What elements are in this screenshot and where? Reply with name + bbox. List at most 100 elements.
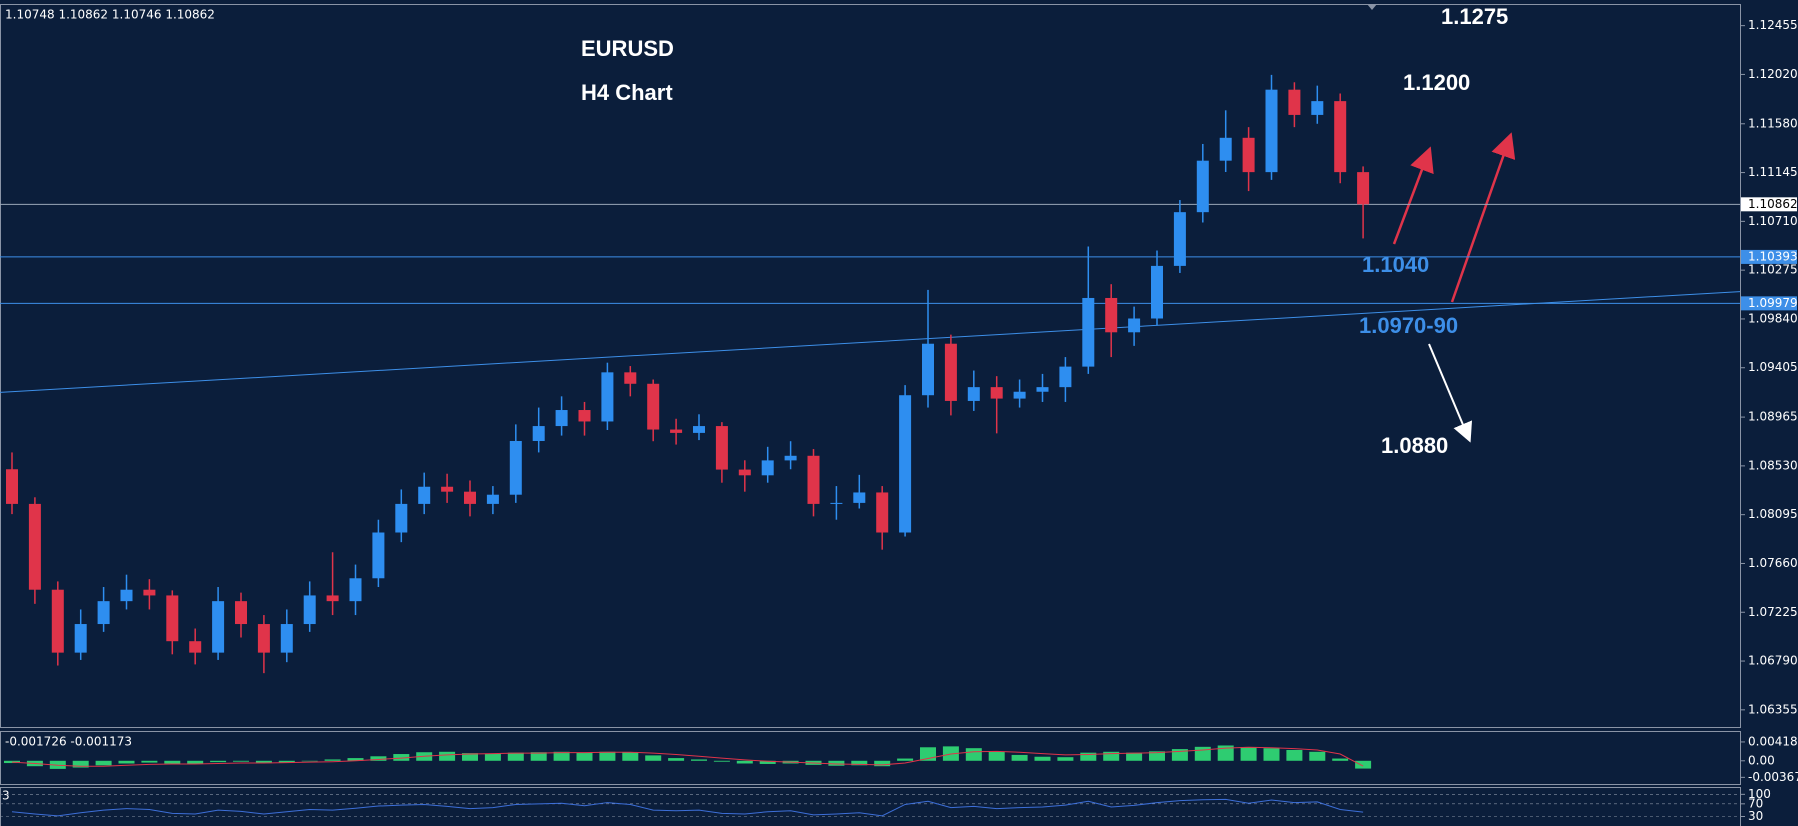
macd-bar: [988, 751, 1005, 761]
candle-body: [738, 469, 751, 476]
annotation: 1.1200: [1403, 70, 1470, 95]
candle-body: [1311, 101, 1324, 115]
macd-bar: [4, 760, 20, 764]
candle-body: [670, 429, 683, 433]
candle-body: [143, 589, 156, 596]
macd-bar: [736, 760, 753, 764]
last-price-label: 1.10862: [1748, 197, 1798, 211]
macd-bar: [530, 752, 547, 761]
macd-bar: [1080, 752, 1097, 761]
rsi-frame: [0, 787, 1741, 826]
ohlc-header: 1.10748 1.10862 1.10746 1.10862: [5, 8, 215, 22]
candle-body: [189, 641, 202, 653]
candle-body: [830, 502, 843, 504]
candle-body: [1151, 265, 1163, 319]
macd-bar: [1171, 749, 1188, 761]
arrow-up: [1392, 146, 1434, 245]
candle-body: [97, 601, 110, 625]
candle-body: [349, 578, 362, 602]
y-tick-label: -0.003674: [1748, 770, 1798, 784]
candle-body: [578, 410, 591, 422]
candle-body: [761, 460, 774, 476]
macd-bar: [1217, 745, 1234, 761]
candle-body: [990, 387, 1003, 399]
y-tick-label: 1.09405: [1748, 360, 1798, 374]
macd-bar: [393, 754, 410, 761]
y-tick-label: 1.08095: [1748, 507, 1798, 521]
macd-bar: [668, 758, 685, 761]
macd-bar: [462, 753, 478, 761]
signal-line: [11, 746, 1364, 767]
level-tag: [1741, 296, 1797, 311]
macd-bar: [1355, 760, 1372, 769]
y-tick-label: 1.10710: [1748, 214, 1798, 228]
macd-bar: [622, 752, 639, 761]
macd-bar: [965, 748, 982, 761]
macd-bar: [141, 760, 158, 763]
level-tag: [1741, 249, 1797, 264]
y-tick-label: 100: [1748, 787, 1771, 801]
y-tick-label: 1.11145: [1748, 165, 1798, 179]
macd-bar: [370, 756, 387, 761]
macd-bar: [828, 760, 845, 766]
candle-body: [1128, 318, 1141, 333]
candle-body: [1288, 89, 1301, 115]
candle-body: [486, 494, 499, 504]
y-tick-label: 0.004184: [1748, 734, 1798, 748]
candle-body: [532, 426, 545, 441]
macd-bar: [1149, 751, 1165, 761]
macd-bar: [713, 760, 730, 762]
candle-body: [166, 595, 179, 642]
macd-bar: [599, 751, 616, 761]
y-tick-label: 1.12020: [1748, 67, 1798, 81]
candle-body: [1082, 297, 1095, 367]
candle-body: [1265, 89, 1278, 173]
candle-body: [601, 372, 614, 422]
macd-bar: [278, 760, 295, 763]
y-tick-label: 30: [1748, 809, 1763, 823]
macd-bar: [851, 760, 868, 766]
candle-body: [441, 486, 454, 492]
macd-bar: [1332, 758, 1349, 761]
candle-body: [280, 624, 293, 653]
rsi-line: [11, 798, 1364, 817]
y-tick-label: 1.07225: [1748, 605, 1798, 619]
macd-bar: [484, 753, 501, 761]
chart-title: EURUSD: [581, 36, 674, 61]
y-tick-label: 0.00: [1748, 753, 1775, 767]
macd-bar: [1034, 756, 1051, 761]
candle-body: [1357, 172, 1370, 205]
candle-body: [967, 387, 980, 401]
candle-body: [464, 491, 476, 504]
shift-marker: [1367, 4, 1377, 10]
candle-body: [853, 492, 866, 503]
macd-frame: [0, 731, 1741, 785]
y-tick-label: 1.06790: [1748, 654, 1798, 668]
macd-bar: [1126, 752, 1143, 761]
candle-body: [693, 426, 705, 433]
macd-bar: [95, 760, 112, 766]
candle-body: [1105, 297, 1118, 333]
main-frame: [0, 4, 1741, 728]
candle-body: [509, 440, 522, 495]
rsi-header: 3: [2, 789, 10, 803]
chart-subtitle: H4 Chart: [581, 80, 673, 105]
macd-bar: [301, 760, 318, 762]
candle-body: [1059, 366, 1072, 388]
y-tick-label: 1.10275: [1748, 263, 1798, 277]
macd-bar: [1057, 757, 1074, 761]
candle-body: [944, 343, 957, 401]
macd-bar: [347, 758, 364, 761]
macd-bar: [507, 752, 524, 761]
macd-bar: [1103, 751, 1120, 761]
candle-body: [784, 455, 797, 461]
macd-bar: [1240, 747, 1257, 761]
macd-header: -0.001726 -0.001173: [5, 735, 132, 749]
candle-body: [51, 589, 64, 653]
macd-bar: [553, 751, 570, 761]
macd-bar: [324, 759, 341, 761]
annotation: 1.0880: [1381, 433, 1448, 458]
